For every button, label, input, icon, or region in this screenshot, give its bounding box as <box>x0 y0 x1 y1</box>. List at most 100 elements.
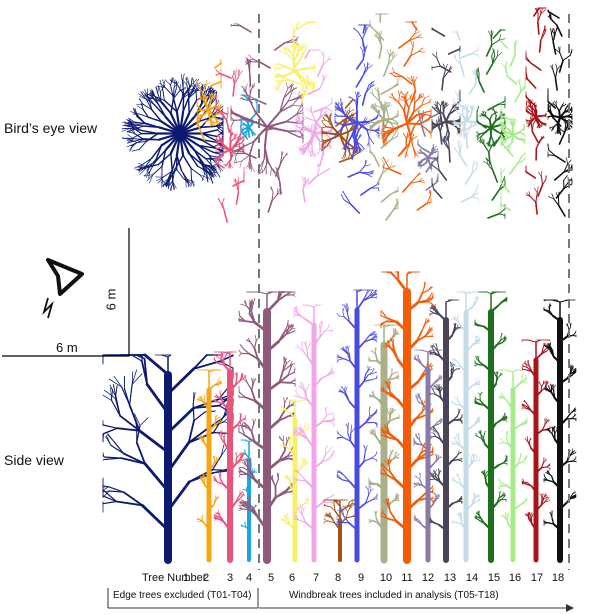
crown-branch <box>216 122 224 131</box>
crown-branch <box>287 47 290 51</box>
crown-branch <box>230 165 234 168</box>
crown-branch <box>199 174 207 178</box>
crown-branch <box>218 198 222 204</box>
crown-branch <box>241 154 250 162</box>
crown-branch <box>345 155 347 160</box>
crown-branch <box>237 176 240 184</box>
crown-branch <box>498 213 506 216</box>
crown-branch <box>459 63 465 77</box>
birds-eye-crown-13 <box>431 27 461 199</box>
crown-branch <box>261 167 264 174</box>
birds-eye-crown-8 <box>321 99 359 163</box>
crown-branch <box>252 133 255 136</box>
crown-branch <box>215 69 221 75</box>
crown-branch <box>405 91 408 96</box>
crown-branch <box>139 113 149 118</box>
crown-branch <box>211 168 216 176</box>
crown-branch <box>298 117 301 124</box>
crown-branch <box>247 162 251 168</box>
crown-branch <box>318 153 324 167</box>
crown-branch <box>485 62 494 75</box>
crown-branch <box>149 174 154 184</box>
crown-branch <box>399 90 402 96</box>
crown-branch <box>344 111 350 120</box>
crown-branch <box>412 145 415 154</box>
crown-branch <box>343 150 346 157</box>
side-branch <box>197 520 200 522</box>
crown-branch <box>370 126 374 131</box>
crown-branch <box>198 128 206 141</box>
crown-branch <box>299 101 303 108</box>
crown-branch <box>131 124 144 127</box>
crown-branch <box>487 212 501 219</box>
crown-branch <box>248 162 251 169</box>
crown-branch <box>304 49 311 59</box>
side-view-trees <box>102 271 577 564</box>
crown-branch <box>196 123 201 130</box>
crown-branch <box>270 124 276 129</box>
side-branch <box>216 456 218 460</box>
crown-branch <box>150 158 157 167</box>
crown-branch <box>334 109 337 112</box>
crown-branch <box>305 21 315 24</box>
crown-branch <box>295 42 299 47</box>
crown-branch <box>124 124 133 127</box>
crown-branch <box>382 64 390 77</box>
crown-branch <box>169 169 178 178</box>
crown-branch <box>176 154 183 171</box>
crown-branch <box>143 109 149 118</box>
crown-branch <box>195 89 198 101</box>
crown-branch <box>526 101 528 108</box>
crown-branch <box>182 94 185 113</box>
crown-branch <box>305 137 314 149</box>
crown-branch <box>251 82 256 90</box>
crown-branch <box>193 79 195 87</box>
crown-branch <box>215 137 218 140</box>
crown-branch <box>196 114 201 117</box>
crown-branch <box>129 143 134 151</box>
birds-eye-crown-12 <box>417 109 439 191</box>
crown-branch <box>139 140 147 150</box>
crown-branch <box>398 95 400 103</box>
crown-branch <box>448 140 450 151</box>
crown-branch <box>215 139 218 141</box>
crown-branch <box>490 35 493 46</box>
crown-branch <box>125 125 133 128</box>
crown-branch <box>144 174 154 177</box>
side-branch <box>203 397 206 401</box>
side-branch <box>196 399 200 402</box>
crown-branch <box>534 187 538 194</box>
crown-branch <box>413 104 423 113</box>
crown-branch <box>205 158 212 166</box>
crown-branch <box>279 104 293 113</box>
crown-branch <box>196 101 198 105</box>
crown-branch <box>180 169 187 181</box>
crown-branch <box>246 94 256 100</box>
crown-branch <box>405 107 410 121</box>
crown-branch <box>388 72 395 74</box>
crown-branch <box>216 164 222 173</box>
crown-branch <box>162 88 165 101</box>
crown-branch <box>432 144 434 148</box>
crown-branch <box>448 149 451 163</box>
crown-branch <box>351 146 356 160</box>
crown-branch <box>555 106 560 112</box>
crown-branch <box>400 92 405 96</box>
crown-branch <box>186 178 195 183</box>
crown-branch <box>215 121 224 127</box>
crown-branch <box>221 198 225 204</box>
crown-branch <box>390 122 398 125</box>
crown-branch <box>276 191 283 195</box>
crown-branch <box>211 164 217 169</box>
crown-branch <box>219 160 221 164</box>
crown-branch <box>417 161 421 163</box>
crown-branch <box>240 96 247 101</box>
crown-branch <box>301 47 307 57</box>
crown-branch <box>375 134 379 136</box>
crown-branch <box>389 103 391 107</box>
crown-branch <box>324 109 326 114</box>
crown-branch <box>299 144 305 148</box>
crown-branch <box>389 135 399 141</box>
crown-branch <box>281 152 284 158</box>
crown-branch <box>396 121 399 126</box>
